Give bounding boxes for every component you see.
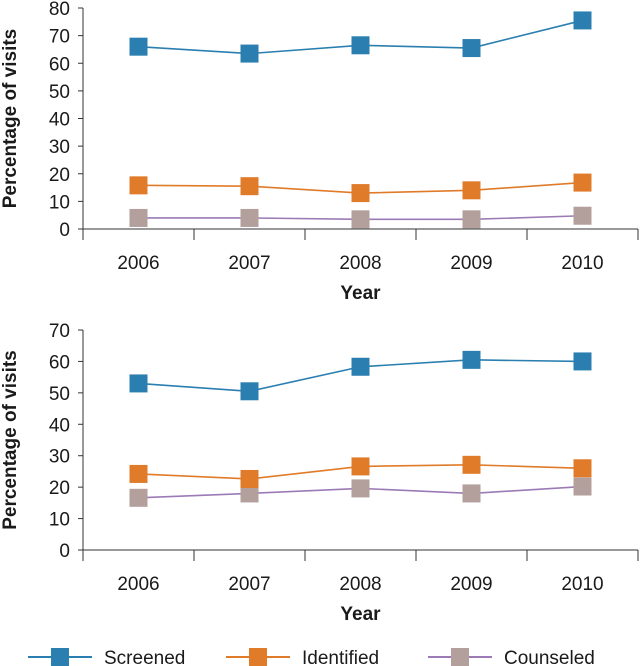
data-point-identified <box>462 181 481 200</box>
data-point-counseled <box>351 210 370 229</box>
x-tick-label: 2006 <box>117 574 159 595</box>
y-axis-title: Percentage of visits <box>0 29 21 209</box>
y-tick-label: 10 <box>49 192 70 213</box>
data-point-counseled <box>240 208 259 227</box>
data-point-screened <box>351 357 370 376</box>
x-tick-label: 2007 <box>228 253 270 274</box>
data-point-counseled <box>351 479 370 498</box>
legend-marker <box>451 648 469 666</box>
legend-item-screened: Screened <box>28 648 185 666</box>
y-tick-label: 60 <box>49 352 70 373</box>
x-tick-label: 2009 <box>450 253 492 274</box>
data-point-identified <box>351 184 370 203</box>
y-tick-label: 0 <box>59 541 70 562</box>
data-point-counseled <box>462 210 481 229</box>
data-point-identified <box>240 177 259 196</box>
data-point-counseled <box>573 477 592 496</box>
data-point-counseled <box>462 484 481 503</box>
data-point-identified <box>351 457 370 476</box>
data-point-identified <box>573 173 592 192</box>
y-tick-label: 40 <box>49 415 70 436</box>
legend-item-counseled: Counseled <box>428 648 595 666</box>
x-axis-title: Year <box>340 604 381 625</box>
x-tick-label: 2010 <box>561 253 603 274</box>
legend-label: Screened <box>104 648 185 666</box>
data-point-screened <box>462 350 481 369</box>
y-tick-label: 70 <box>49 321 70 342</box>
legend-item-identified: Identified <box>226 648 379 666</box>
y-tick-label: 30 <box>49 447 70 468</box>
legend-label: Identified <box>302 648 379 666</box>
data-point-identified <box>573 459 592 478</box>
y-tick-label: 10 <box>49 510 70 531</box>
x-tick-label: 2006 <box>117 253 159 274</box>
y-tick-label: 50 <box>49 384 70 405</box>
y-tick-label: 70 <box>49 27 70 48</box>
data-point-identified <box>129 176 148 195</box>
legend-marker <box>249 648 267 666</box>
data-point-counseled <box>129 208 148 227</box>
data-point-identified <box>240 469 259 488</box>
chart-legend: Screened Identified Counseled <box>28 648 595 666</box>
data-point-counseled <box>573 206 592 225</box>
y-tick-label: 40 <box>49 110 70 131</box>
data-point-screened <box>573 352 592 371</box>
data-point-counseled <box>129 488 148 507</box>
data-point-identified <box>129 464 148 483</box>
data-point-screened <box>129 37 148 56</box>
data-point-identified <box>462 455 481 474</box>
legend-marker <box>51 648 69 666</box>
data-point-screened <box>351 36 370 55</box>
data-point-screened <box>240 382 259 401</box>
bottom-line-chart: 0 10 20 30 40 50 60 70 2006 2007 2008 2009 2010 Year P… <box>0 321 639 625</box>
legend-label: Counseled <box>504 648 595 666</box>
x-axis-title: Year <box>340 283 381 304</box>
data-point-screened <box>129 374 148 393</box>
y-tick-label: 20 <box>49 478 70 499</box>
x-tick-label: 2007 <box>228 574 270 595</box>
x-tick-label: 2009 <box>450 574 492 595</box>
y-tick-label: 30 <box>49 137 70 158</box>
data-point-screened <box>462 39 481 58</box>
x-tick-label: 2008 <box>339 253 381 274</box>
y-axis-title: Percentage of visits <box>0 350 21 530</box>
data-point-screened <box>240 44 259 63</box>
y-tick-label: 0 <box>59 220 70 241</box>
y-tick-label: 60 <box>49 54 70 75</box>
y-tick-label: 80 <box>49 0 70 20</box>
data-point-screened <box>573 11 592 30</box>
x-tick-label: 2010 <box>561 574 603 595</box>
y-tick-label: 50 <box>49 82 70 103</box>
x-tick-label: 2008 <box>339 574 381 595</box>
top-line-chart: 0 10 20 30 40 50 60 70 80 2006 2007 2008 2009 2010 Yea… <box>0 0 639 304</box>
y-tick-label: 20 <box>49 165 70 186</box>
